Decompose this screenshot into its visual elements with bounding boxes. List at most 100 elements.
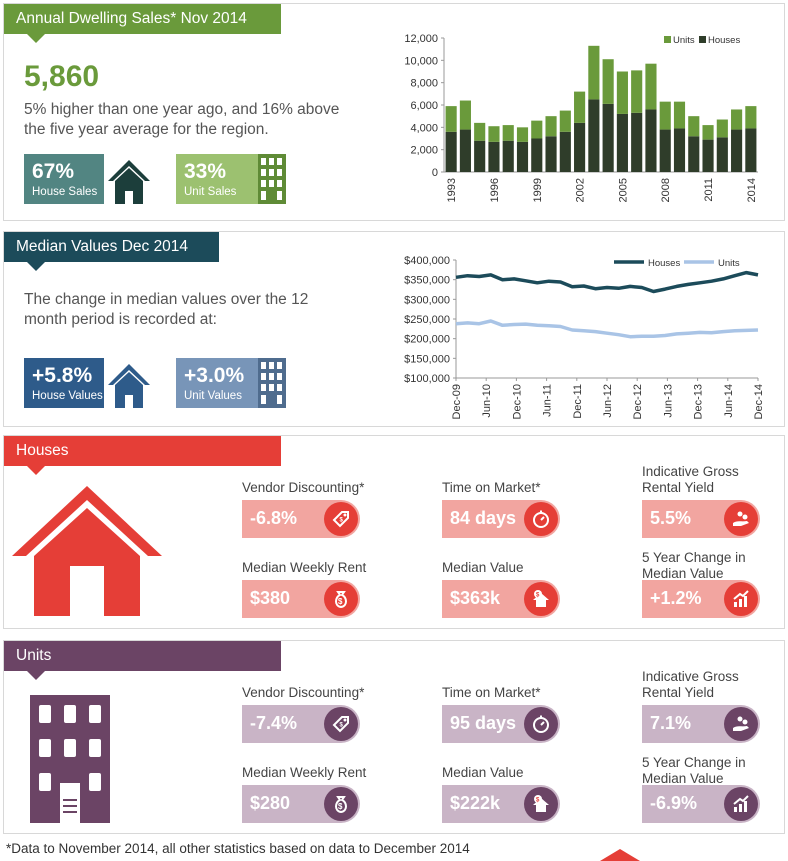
house-stat-label: Vendor Discounting*: [242, 480, 365, 495]
unit-values-label: Unit Values: [184, 390, 242, 402]
x-tick-label: Dec-13: [693, 384, 705, 419]
unit-stat-value: $222k: [450, 793, 501, 813]
houses-bar: [702, 139, 714, 172]
x-tick-label: 1993: [446, 178, 458, 202]
median-title: Median Values Dec 2014: [16, 238, 189, 255]
corner-arrow: [600, 849, 640, 861]
money-bag-icon: $: [324, 787, 358, 821]
units-title: Units: [16, 647, 52, 664]
median-tab: Median Values Dec 2014: [4, 232, 219, 271]
house-stat-pill: 5.5%: [642, 500, 760, 538]
legend-houses-label: Houses: [708, 35, 740, 46]
large-apartment-building-icon: [30, 695, 110, 823]
unit-values-change: +3.0%: [184, 364, 245, 387]
units-bar: [673, 101, 686, 129]
unit-stat-label: Median Weekly Rent: [242, 765, 367, 780]
units-line: [455, 319, 759, 339]
units-bar: [616, 71, 628, 114]
unit-stat-value: $280: [250, 793, 291, 813]
house-dollar-icon: $: [524, 582, 558, 616]
x-tick-label: 2014: [746, 178, 758, 202]
y-tick-label: 0: [432, 167, 438, 179]
units-bar: [745, 106, 757, 129]
house-stat-value: $380: [250, 588, 291, 608]
x-tick-label: Jun-11: [542, 384, 554, 417]
x-tick-label: Dec-14: [753, 384, 764, 419]
x-tick-label: Dec-11: [572, 384, 584, 419]
units-bar: [588, 45, 600, 100]
y-tick-label: 8,000: [410, 78, 438, 90]
house-sales-pct: 67%: [32, 160, 75, 183]
unit-sales-label: Unit Sales: [184, 186, 237, 198]
price-tag-icon: $: [324, 707, 358, 741]
y-tick-label: $200,000: [404, 334, 450, 346]
units-bar: [631, 70, 643, 113]
houses-bar: [474, 140, 486, 172]
houses-bar: [645, 109, 657, 172]
unit-sales-badge: 33% Unit Sales: [176, 154, 286, 204]
house-values-change: +5.8%: [32, 364, 93, 387]
x-tick-label: 2002: [575, 178, 587, 202]
houses-bar: [673, 128, 686, 172]
price-tag-icon: $: [324, 502, 358, 536]
houses-panel: Houses Vendor Discounting* -6.8% $ Time on …: [3, 435, 785, 629]
units-tab: Units: [4, 641, 281, 680]
house-stat-label: Median Value: [442, 560, 524, 575]
house-stat-value: 84 days: [450, 508, 517, 528]
y-tick-label: $300,000: [404, 294, 450, 306]
y-tick-label: 10,000: [404, 55, 438, 67]
median-values-chart: $100,000 $150,000 $200,000 $250,000 $300,000…: [404, 255, 764, 419]
house-stat-value: $363k: [450, 588, 501, 608]
houses-bar: [745, 128, 757, 172]
y-tick-label: 2,000: [410, 145, 438, 157]
house-stat-value: -6.8%: [250, 508, 298, 528]
svg-text:$: $: [338, 597, 343, 606]
y-tick-label: $150,000: [404, 353, 450, 365]
sales-title: Annual Dwelling Sales* Nov 2014: [16, 10, 247, 27]
stopwatch-icon: [524, 707, 558, 741]
legend-units-swatch: [664, 36, 671, 43]
units-bar: [688, 116, 700, 137]
stopwatch-icon: [524, 502, 558, 536]
houses-line: [455, 270, 759, 294]
houses-bar: [445, 131, 457, 172]
sales-total: 5,860: [24, 60, 100, 93]
units-bar: [716, 119, 728, 138]
apartment-building-icon: [258, 154, 286, 204]
x-tick-label: Dec-12: [632, 384, 644, 419]
house-stat-label: Indicative Gross Rental Yield: [642, 464, 739, 495]
houses-bar: [631, 112, 643, 172]
unit-sales-pct: 33%: [184, 160, 227, 183]
house-sales-label: House Sales: [32, 186, 98, 198]
unit-stat-pill: $222k $: [442, 785, 560, 823]
houses-bar: [731, 129, 743, 172]
units-bar: [645, 63, 657, 110]
unit-stat-label: 5 Year Change in Median Value: [642, 755, 746, 786]
house-stat-pill: -6.8% $: [242, 500, 360, 538]
svg-text:$: $: [340, 518, 344, 524]
unit-stat-label: Median Value: [442, 765, 524, 780]
units-bar: [502, 125, 514, 141]
x-tick-label: Jun-14: [723, 384, 735, 418]
units-bar: [659, 101, 671, 130]
houses-bar: [516, 141, 529, 172]
house-icon: [104, 154, 154, 204]
unit-values-badge: +3.0% Unit Values: [176, 358, 286, 408]
houses-bar: [531, 138, 543, 172]
house-stat-value: 5.5%: [650, 508, 692, 528]
houses-bar: [459, 129, 471, 172]
unit-stat-pill: $280 $: [242, 785, 360, 823]
legend-houses-swatch: [699, 36, 706, 43]
units-bar: [602, 59, 614, 104]
units-bar: [531, 120, 543, 139]
apartment-building-icon: [258, 358, 286, 408]
houses-bar: [659, 129, 671, 172]
houses-title: Houses: [16, 442, 69, 459]
legend-units-label: Units: [673, 35, 695, 46]
units-bar: [545, 116, 557, 137]
x-tick-label: Jun-10: [481, 384, 493, 418]
unit-stat-value: 95 days: [450, 713, 517, 733]
house-values-badge: +5.8% House Values: [24, 358, 154, 408]
house-stat-label: 5 Year Change in Median Value: [642, 550, 746, 581]
units-bar: [702, 125, 714, 140]
